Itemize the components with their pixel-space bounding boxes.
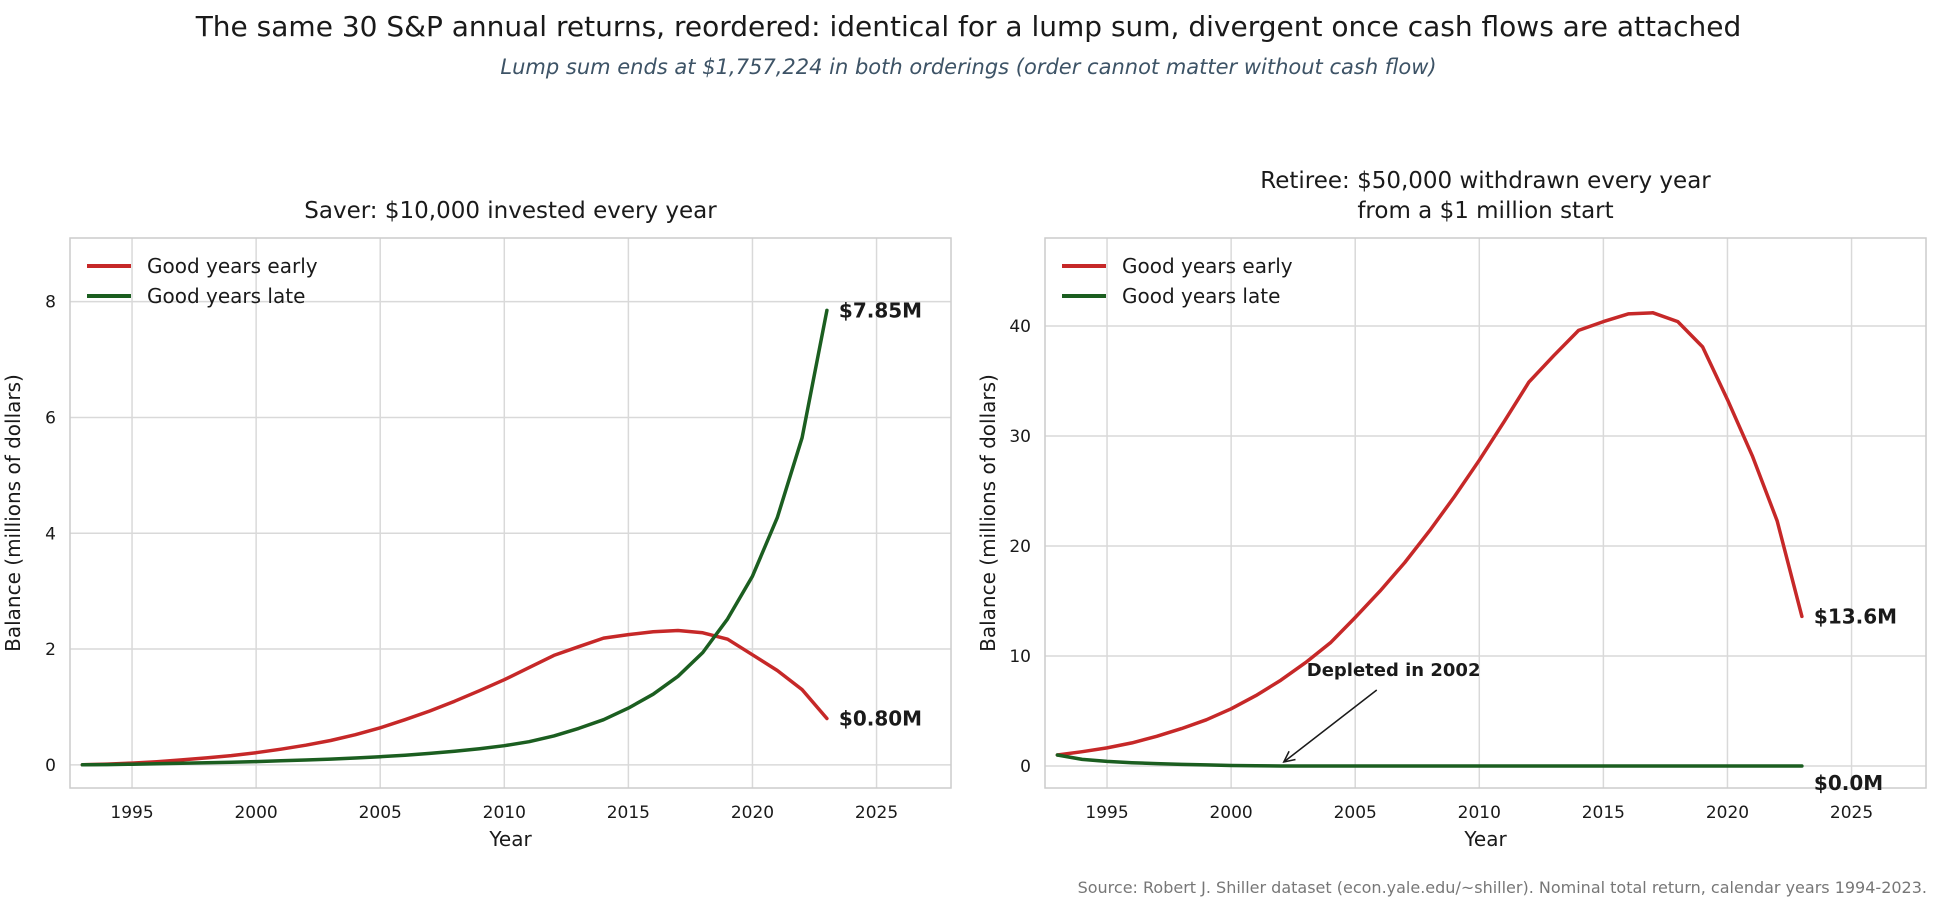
saver-y-tick-label: 2 [45, 640, 56, 660]
retiree-y-tick-label: 40 [1009, 317, 1031, 337]
saver-x-tick-label: 2000 [234, 803, 277, 823]
retiree-y-tick-label: 30 [1009, 427, 1031, 447]
retiree-y-tick-label: 10 [1009, 647, 1031, 667]
retiree-x-tick-label: 2000 [1209, 803, 1252, 823]
saver-series-line-good-years-early [80, 628, 829, 767]
retiree-series-line-good-years-early [1055, 311, 1804, 757]
retiree-x-tick-label: 1995 [1085, 803, 1128, 823]
retiree-legend-label: Good years early [1122, 254, 1293, 278]
retiree-y-axis-label: Balance (millions of dollars) [976, 374, 1000, 652]
retiree-annotation-arrowhead [1282, 750, 1296, 764]
saver-x-tick-label: 2025 [855, 803, 898, 823]
retiree-annotation-text: Depleted in 2002 [1307, 660, 1481, 681]
saver-y-tick-label: 4 [45, 524, 56, 544]
saver-legend-label: Good years late [147, 284, 305, 308]
retiree-plot-frame [1044, 237, 1927, 789]
figure-title: The same 30 S&P annual returns, reordere… [195, 10, 1742, 43]
retiree-x-tick-label: 2005 [1334, 803, 1377, 823]
saver-end-label: $0.80M [839, 707, 922, 731]
retiree-end-label: $13.6M [1814, 604, 1897, 628]
retiree-x-axis-label: Year [1463, 827, 1507, 851]
retiree-y-tick-label: 0 [1020, 757, 1031, 777]
saver-chart-title: Saver: $10,000 invested every year [304, 198, 717, 224]
retiree-x-tick-label: 2010 [1458, 803, 1501, 823]
saver-x-tick-label: 2010 [483, 803, 526, 823]
retiree-annotation-arrow [1283, 689, 1378, 763]
retiree-end-label: $0.0M [1814, 771, 1883, 795]
saver-plot-frame [69, 237, 952, 789]
saver-x-tick-label: 2020 [731, 803, 774, 823]
source-note: Source: Robert J. Shiller dataset (econ.… [1077, 878, 1927, 897]
saver-x-tick-label: 1995 [110, 803, 153, 823]
saver-end-label: $7.85M [839, 298, 922, 322]
retiree-x-tick-label: 2025 [1830, 803, 1873, 823]
saver-y-tick-label: 8 [45, 293, 56, 313]
retiree-series-line-good-years-late [1055, 753, 1804, 768]
retiree-chart-title: Retiree: $50,000 withdrawn every year [1260, 168, 1711, 194]
retiree-x-tick-label: 2020 [1706, 803, 1749, 823]
saver-series-line-good-years-late [80, 308, 829, 767]
saver-y-axis-label: Balance (millions of dollars) [1, 374, 25, 652]
saver-x-tick-label: 2015 [607, 803, 650, 823]
retiree-x-tick-label: 2015 [1582, 803, 1625, 823]
saver-x-tick-label: 2005 [359, 803, 402, 823]
saver-y-tick-label: 0 [45, 756, 56, 776]
figure-subtitle: Lump sum ends at $1,757,224 in both orde… [500, 55, 1437, 79]
retiree-chart-title: from a $1 million start [1357, 198, 1613, 224]
retiree-legend-label: Good years late [1122, 284, 1280, 308]
saver-x-axis-label: Year [488, 827, 532, 851]
retiree-y-tick-label: 20 [1009, 537, 1031, 557]
saver-y-tick-label: 6 [45, 408, 56, 428]
saver-legend-label: Good years early [147, 254, 318, 278]
